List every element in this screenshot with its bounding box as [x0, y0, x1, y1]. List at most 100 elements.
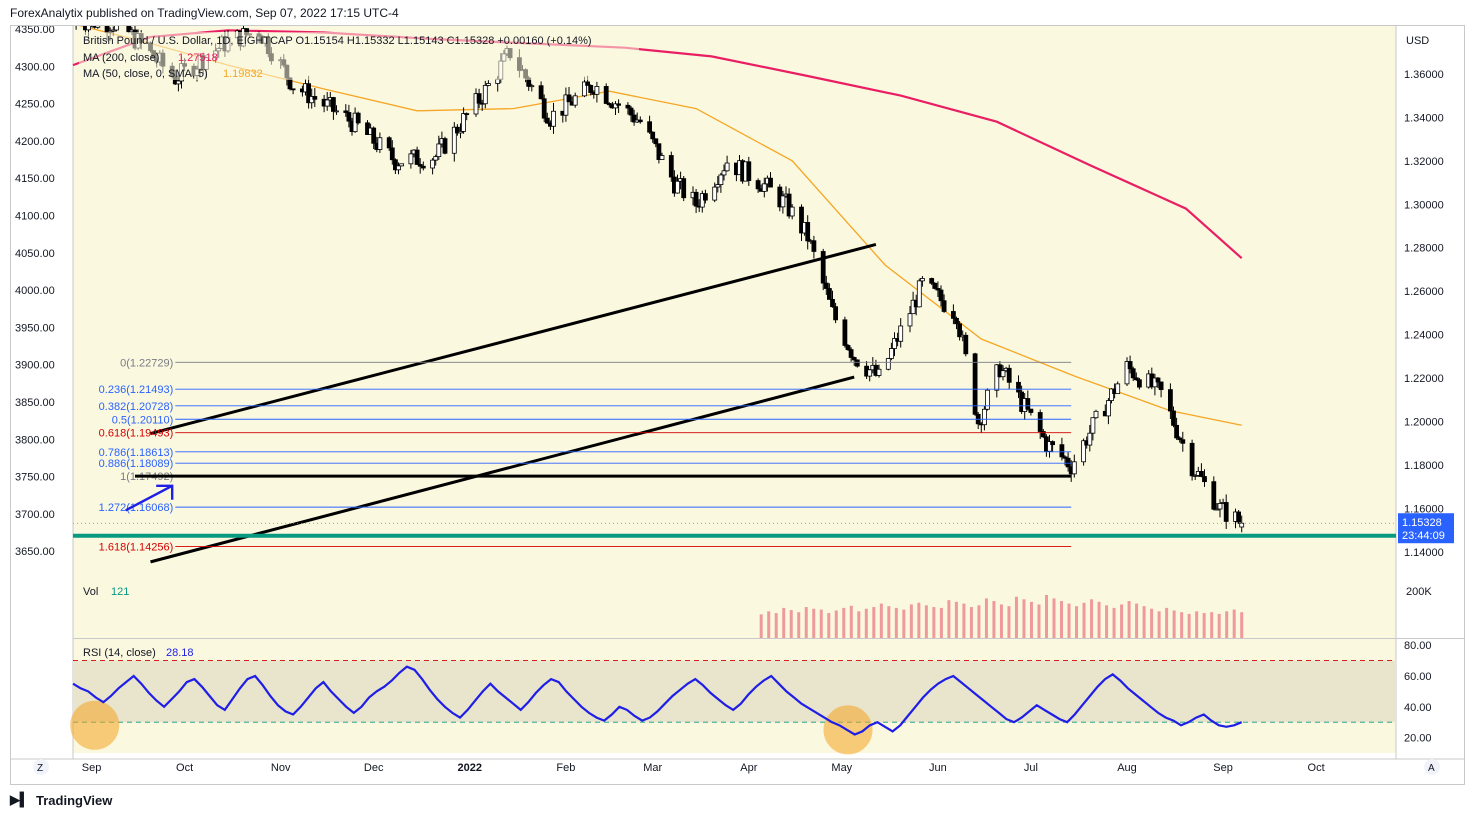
candle-body — [386, 137, 392, 149]
candle — [1130, 366, 1136, 382]
candle — [389, 140, 395, 165]
candle-body — [1025, 398, 1031, 410]
candle-body — [476, 93, 482, 104]
right-axis-tick: 1.16000 — [1404, 504, 1444, 516]
volume-bar — [782, 607, 786, 638]
candle — [482, 80, 488, 109]
candle — [805, 215, 811, 250]
time-axis-tick: Dec — [364, 762, 384, 774]
candle-body — [1192, 475, 1198, 477]
zoom-button-label: Z — [37, 763, 43, 774]
candle-body — [659, 155, 665, 160]
candle — [1000, 365, 1006, 381]
candle — [433, 154, 439, 166]
fib-level-label: 0.618(1.19493) — [99, 428, 174, 440]
candle — [1202, 469, 1207, 487]
candle — [1093, 409, 1099, 419]
candle — [724, 155, 730, 172]
time-axis-tick: May — [831, 762, 852, 774]
rsi-highlight-sep — [70, 700, 120, 750]
countdown-label: 23:44:09 — [1402, 530, 1445, 542]
right-axis-tick: 1.36000 — [1404, 69, 1444, 81]
candle — [885, 357, 891, 371]
candle — [1189, 439, 1195, 481]
candle-body — [389, 147, 395, 161]
volume-bar — [1217, 613, 1221, 638]
candle-body — [461, 113, 467, 132]
zoom-button[interactable] — [33, 759, 49, 775]
candle-body — [985, 389, 990, 410]
candle — [451, 122, 457, 162]
candle-body — [482, 85, 488, 105]
fib-level-label: 0.5(1.20110) — [112, 414, 174, 426]
volume-bar — [827, 613, 831, 638]
candle — [799, 204, 804, 242]
candle-body — [563, 94, 569, 116]
volume-bar — [1180, 612, 1184, 638]
candle — [656, 143, 662, 164]
candle — [1062, 455, 1068, 466]
volume-bar — [1232, 609, 1236, 638]
candle-body — [885, 358, 891, 370]
candle — [1090, 417, 1096, 441]
candle-body — [867, 369, 873, 377]
candle — [693, 188, 699, 214]
candle — [876, 364, 882, 378]
candle — [330, 96, 336, 120]
volume-bar — [1090, 599, 1094, 638]
candle-body — [436, 143, 442, 158]
candle-body — [845, 345, 851, 351]
candle — [396, 162, 401, 175]
candle-body — [1127, 361, 1133, 370]
candle — [703, 189, 708, 204]
channel-lower-line — [150, 375, 855, 564]
candle — [715, 176, 721, 193]
trading-chart[interactable]: 4350.00 4300.00 4250.00 4200.00 4150.00 4100.… — [11, 26, 1464, 784]
candle-body — [399, 163, 405, 167]
auto-scale-button-label: A — [1428, 763, 1435, 774]
candle-body — [907, 313, 913, 327]
chart-frame[interactable]: 4350.00 4300.00 4250.00 4200.00 4150.00 4100.… — [10, 25, 1465, 785]
candle-body — [1189, 442, 1195, 477]
volume-bar — [1157, 611, 1161, 638]
candle — [916, 278, 922, 308]
candle-body — [454, 126, 460, 134]
volume-bar — [1135, 603, 1139, 638]
candle-body — [346, 112, 352, 122]
candle — [458, 123, 463, 139]
time-axis-tick: Oct — [1308, 762, 1325, 774]
candle-body — [712, 186, 718, 201]
candle-body — [982, 408, 987, 426]
left-axis-tick: 3950.00 — [15, 322, 55, 334]
candle-body — [417, 164, 423, 167]
volume-bar — [1187, 613, 1191, 638]
candle — [811, 235, 817, 259]
candle — [290, 88, 296, 95]
candle-body — [957, 323, 962, 338]
volume-bar — [767, 611, 771, 638]
rsi-axis-tick: 20.00 — [1404, 733, 1432, 745]
rsi-title: RSI (14, close) — [83, 647, 156, 659]
volume-bar — [1052, 598, 1056, 638]
candle — [761, 177, 767, 198]
candle-body — [1050, 441, 1055, 446]
candle-body — [541, 98, 547, 119]
candle — [1081, 438, 1086, 466]
volume-bar — [789, 610, 793, 638]
candle-body — [464, 113, 470, 116]
candle — [628, 105, 634, 122]
left-axis-tick: 3800.00 — [15, 434, 55, 446]
candle — [75, 26, 77, 30]
auto-scale-button[interactable] — [1424, 759, 1440, 775]
candle — [582, 76, 587, 98]
legend-bg — [79, 32, 639, 80]
candle-body — [1115, 383, 1121, 395]
candle-body — [851, 357, 857, 361]
candle-body — [86, 26, 91, 31]
candle-body — [538, 85, 544, 100]
time-axis-tick: 2022 — [458, 762, 482, 774]
candle — [972, 352, 978, 416]
candle — [324, 92, 330, 111]
candle — [346, 104, 352, 128]
candle — [420, 161, 426, 171]
